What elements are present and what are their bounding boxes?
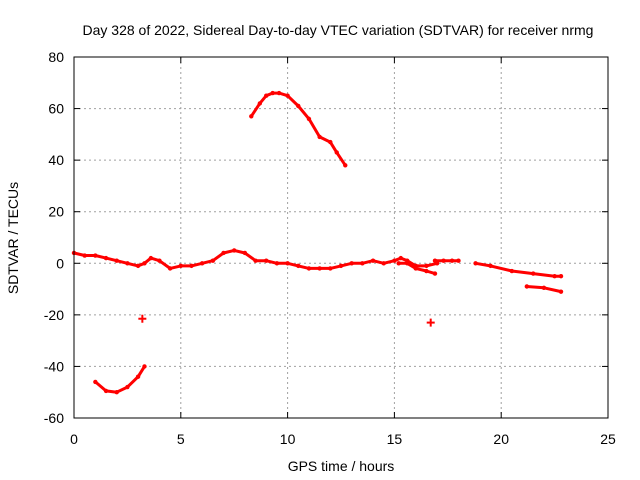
data-point xyxy=(317,134,322,140)
data-point xyxy=(103,255,109,261)
x-tick-label: 25 xyxy=(600,431,616,447)
x-tick-label: 5 xyxy=(177,431,185,447)
axis-ticks: 0 5 10 15 20 25 -60 -40 -20 0 20 40 60 80 xyxy=(44,49,616,447)
data-point xyxy=(328,139,333,145)
isolated-point-marker xyxy=(138,314,147,323)
grid xyxy=(74,57,608,418)
data-point xyxy=(253,258,258,263)
y-tick-label: 80 xyxy=(48,49,64,65)
data-point xyxy=(392,258,397,263)
data-point xyxy=(488,263,493,269)
data-point xyxy=(396,261,401,266)
data-point xyxy=(424,268,429,274)
data-point xyxy=(148,255,154,261)
data-point xyxy=(449,258,455,263)
data-point xyxy=(125,384,130,390)
data-point xyxy=(210,258,216,263)
y-tick-label: 60 xyxy=(48,101,64,117)
chart-title: Day 328 of 2022, Sidereal Day-to-day VTE… xyxy=(83,22,594,38)
data-point xyxy=(93,379,98,385)
y-tick-label: 20 xyxy=(48,204,64,220)
data-point xyxy=(432,271,438,276)
x-tick-label: 15 xyxy=(387,431,403,447)
data-point xyxy=(456,258,461,263)
data-point xyxy=(157,258,162,263)
data-point xyxy=(405,261,410,266)
data-point xyxy=(178,263,183,269)
data-point xyxy=(114,258,119,263)
data-point xyxy=(343,163,348,168)
data-point xyxy=(285,93,290,98)
data-point xyxy=(552,273,557,279)
plot-frame xyxy=(73,56,609,419)
y-tick-label: 0 xyxy=(56,255,64,271)
data-point xyxy=(558,273,564,279)
data-point xyxy=(93,253,98,258)
x-tick-label: 10 xyxy=(280,431,296,447)
data-point xyxy=(296,103,301,109)
data-point xyxy=(334,150,339,155)
data-point xyxy=(424,263,429,269)
data-point xyxy=(413,266,418,271)
y-tick-label: 40 xyxy=(48,152,64,168)
data-point xyxy=(317,266,322,271)
x-tick-label: 0 xyxy=(70,431,78,447)
data-point xyxy=(167,266,173,271)
data-point xyxy=(199,261,205,266)
data-point xyxy=(524,284,530,289)
data-point xyxy=(328,266,333,271)
data-point xyxy=(432,258,438,263)
data-point xyxy=(142,261,147,266)
data-point xyxy=(349,261,354,266)
data-point xyxy=(296,263,301,269)
data-point xyxy=(338,263,344,269)
data-point xyxy=(360,261,365,266)
data-point xyxy=(221,250,226,256)
data-point xyxy=(264,93,269,98)
data-point xyxy=(276,90,282,96)
data-point xyxy=(232,248,237,253)
data-point xyxy=(509,268,515,274)
data-point xyxy=(285,261,290,266)
data-point xyxy=(381,261,386,266)
data-point xyxy=(306,266,312,271)
data-point xyxy=(257,101,263,106)
data-point xyxy=(270,90,275,96)
x-tick-label: 20 xyxy=(493,431,509,447)
data-point xyxy=(558,289,564,294)
x-axis-label: GPS time / hours xyxy=(288,458,395,474)
y-tick-label: -20 xyxy=(44,307,64,323)
data-point xyxy=(531,271,536,276)
y-tick-label: -60 xyxy=(44,410,64,426)
data-point xyxy=(274,261,280,266)
data-point xyxy=(114,390,119,395)
plot-area xyxy=(71,90,564,395)
data-point xyxy=(135,263,141,269)
data-point xyxy=(103,388,109,394)
data-point xyxy=(242,250,248,256)
data-point xyxy=(398,255,404,261)
data-point xyxy=(541,285,547,290)
data-series-arc-19-23 xyxy=(474,261,563,278)
data-point xyxy=(264,258,269,263)
data-point xyxy=(249,114,254,119)
data-point xyxy=(82,253,87,258)
y-tick-label: -40 xyxy=(44,358,64,374)
data-point xyxy=(441,258,446,263)
data-point xyxy=(306,116,312,122)
data-point xyxy=(189,263,194,269)
data-series-arc-negative xyxy=(93,364,146,394)
data-point xyxy=(473,261,478,266)
isolated-point-marker xyxy=(426,318,435,327)
y-axis-label: SDTVAR / TECUs xyxy=(5,182,21,294)
data-point xyxy=(142,364,147,369)
data-point xyxy=(125,261,130,266)
data-point xyxy=(370,258,376,263)
data-point xyxy=(135,374,141,379)
